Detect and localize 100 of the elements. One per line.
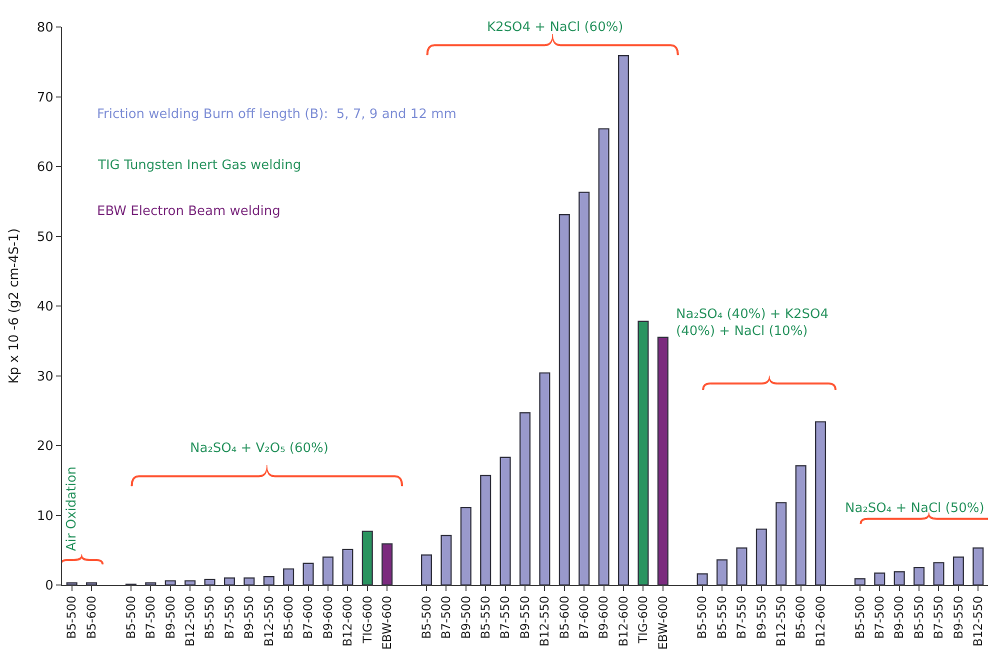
- bar: [362, 530, 373, 585]
- x-tick-label: B12-550: [971, 596, 986, 647]
- x-tick-label: B9-500: [458, 596, 473, 639]
- x-tick-label: B5-500: [124, 596, 138, 639]
- x-tick-label: B12-500: [182, 596, 197, 647]
- bar: [618, 55, 630, 585]
- y-tick-label: 40: [36, 300, 54, 315]
- bar: [263, 576, 274, 585]
- y-tick-label: 80: [36, 20, 54, 36]
- y-tick-label: 60: [36, 160, 54, 176]
- x-tick-label: B9-550: [242, 596, 256, 639]
- bar: [420, 554, 432, 585]
- bar: [638, 320, 649, 585]
- bar: [283, 568, 294, 585]
- x-tick-label: B5-600: [557, 596, 572, 639]
- bar: [716, 559, 728, 585]
- y-tick-label: 30: [36, 369, 54, 384]
- bar: [382, 543, 393, 585]
- x-tick-label: B5-500: [64, 596, 79, 639]
- x-tick-label: B9-600: [320, 596, 335, 639]
- x-tick-label: B12-550: [538, 596, 552, 647]
- bar: [480, 474, 492, 585]
- bar: [558, 214, 570, 585]
- annotation: Na₂SO₄ + NaCl (50%): [845, 501, 984, 516]
- x-tick-label: B7-500: [144, 596, 158, 639]
- x-tick-label: B5-550: [714, 596, 729, 639]
- x-tick-label: B7-500: [872, 596, 887, 639]
- x-tick-label: B9-550: [754, 596, 768, 639]
- bar: [933, 562, 944, 585]
- bar: [145, 582, 156, 585]
- x-tick-label: B12-600: [813, 596, 828, 647]
- x-tick-label: B9-550: [951, 596, 966, 639]
- x-tick-label: B7-600: [577, 596, 592, 639]
- bar: [86, 582, 98, 585]
- annotation: Na₂SO₄ + V₂O₅ (60%): [190, 441, 328, 456]
- bar: [224, 577, 235, 585]
- y-tick-label: 50: [36, 230, 54, 245]
- x-tick-label: B9-550: [518, 596, 532, 639]
- x-tick-label: TIG-600: [636, 596, 650, 644]
- x-tick-label: B5-500: [695, 596, 710, 639]
- bar: [894, 571, 905, 585]
- x-tick-label: B5-550: [478, 596, 492, 639]
- bar: [914, 566, 925, 585]
- bar: [539, 372, 550, 585]
- bar: [696, 573, 708, 585]
- x-tick-label: TIG-600: [360, 596, 374, 644]
- annotation: Air Oxidation: [64, 466, 80, 552]
- bar: [776, 502, 787, 585]
- annotation: TIG Tungsten Inert Gas welding: [97, 158, 302, 173]
- annotation: Na₂SO₄ (40%) + K2SO4 (40%) + NaCl (10%): [676, 307, 828, 339]
- bar: [598, 128, 610, 585]
- bar: [736, 547, 748, 585]
- bar: [440, 534, 452, 585]
- bar: [342, 548, 354, 585]
- y-axis-title: Kp x 10 -6 (g2 cm-4S-1): [6, 228, 22, 384]
- bar: [756, 528, 767, 585]
- bar: [657, 336, 668, 585]
- x-tick-label: EBW-600: [380, 596, 394, 650]
- x-tick-label: B12-550: [262, 596, 276, 647]
- bar: [460, 506, 472, 585]
- x-tick-label: B12-600: [340, 596, 355, 647]
- y-tick-label: 10: [36, 508, 54, 524]
- x-tick-label: B7-550: [734, 596, 749, 639]
- bar: [184, 580, 196, 585]
- x-tick-label: EBW-600: [656, 596, 670, 650]
- x-tick-label: B5-500: [852, 596, 867, 639]
- x-tick-label: B5-500: [419, 596, 434, 639]
- bar: [164, 580, 176, 585]
- x-tick-label: B7-550: [498, 596, 512, 639]
- bar: [322, 556, 334, 585]
- x-tick-label: B7-600: [301, 596, 316, 639]
- x-tick-label: B7-500: [439, 596, 454, 639]
- x-tick-label: B5-550: [912, 596, 926, 639]
- x-tick-label: B9-600: [596, 596, 611, 639]
- x-tick-label: B5-600: [794, 596, 808, 639]
- bar: [578, 192, 590, 585]
- bar: [519, 412, 531, 585]
- bar: [854, 578, 866, 585]
- bar: [795, 465, 806, 585]
- x-tick-label: B7-550: [932, 596, 946, 639]
- x-tick-label: B9-500: [892, 596, 906, 639]
- bar: [874, 572, 886, 585]
- bar: [815, 421, 826, 585]
- bar: [952, 556, 964, 585]
- x-tick-label: B5-550: [202, 596, 217, 639]
- x-tick-label: B7-550: [222, 596, 236, 639]
- x-tick-label: B5-600: [84, 596, 98, 639]
- bar: [302, 562, 314, 585]
- x-tick-label: B12-550: [774, 596, 788, 647]
- annotation: K2SO4 + NaCl (60%): [487, 20, 624, 35]
- bar: [500, 456, 511, 585]
- x-tick-label: B12-600: [616, 596, 630, 647]
- annotation: EBW Electron Beam welding: [97, 204, 280, 219]
- y-tick-label: 20: [36, 439, 54, 454]
- y-tick-label: 0: [45, 578, 54, 594]
- bar: [204, 578, 216, 585]
- annotation: Friction welding Burn off length (B): 5, 7, 9 and 12 mm: [97, 107, 456, 122]
- x-tick-label: B5-600: [281, 596, 296, 639]
- y-tick-label: 70: [36, 90, 54, 106]
- bar: [972, 547, 984, 585]
